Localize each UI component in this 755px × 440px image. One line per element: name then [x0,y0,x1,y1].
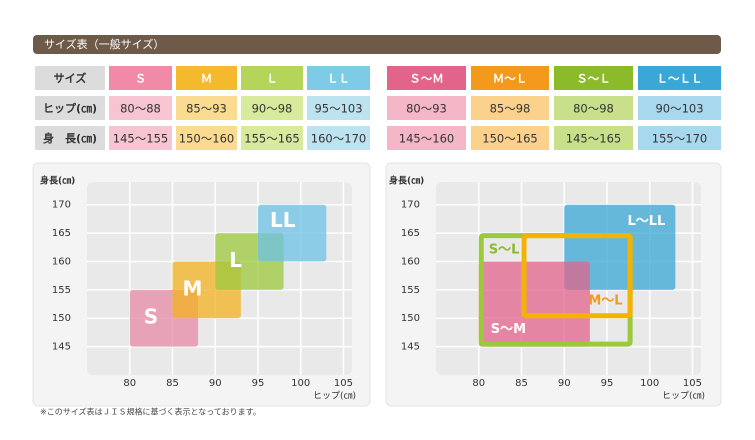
y-tick-label: 165 [401,228,420,239]
table-cell [109,96,172,120]
x-tick-label: 105 [683,378,702,389]
header-cell [554,66,633,90]
header-cell [176,66,237,90]
footnote: ※このサイズ表はＪＩＳ規格に基づく表示となっております。 [40,407,261,417]
x-tick-label: 85 [166,378,179,389]
x-axis-label: ヒップ(㎝) [662,391,705,402]
table-cell [471,126,549,150]
y-tick-label: 160 [52,256,71,267]
x-tick-label: 90 [209,378,222,389]
cell-text: 80～93 [406,102,447,116]
cell-text: 80～88 [120,102,161,116]
cell-text: ＬＬ [327,72,350,86]
size-box [521,233,633,319]
cell-text: Ｓ～Ｌ [576,72,611,86]
table-cell [387,126,466,150]
table-cell [35,126,105,150]
cell-text: Ｌ [266,72,278,86]
y-tick-label: 165 [52,228,71,239]
header-cell [35,66,105,90]
box-label: L～LL [627,214,665,229]
header-title: サイズ表（一般サイズ） [44,37,164,51]
x-tick-label: 105 [334,378,353,389]
cell-text: 80～98 [573,102,614,116]
y-axis-label: 身長(㎝) [40,175,75,187]
y-tick-label: 155 [401,285,420,296]
box-label: LL [270,208,296,232]
box-label: S～L [489,243,520,258]
x-axis-label: ヒップ(㎝) [313,391,356,402]
y-tick-label: 145 [401,342,420,353]
x-tick-label: 85 [515,378,528,389]
table-cell [387,96,466,120]
cell-text: Ｌ～ＬＬ [657,72,703,86]
x-tick-label: 100 [291,378,310,389]
cell-text: 95～103 [314,102,362,116]
box-label: S [144,305,158,329]
y-tick-label: 150 [401,313,420,324]
cell-text: 85～93 [186,102,227,116]
cell-text: サイズ [54,71,87,85]
x-tick-label: 95 [601,378,614,389]
y-tick-label: 155 [52,285,71,296]
header-cell [471,66,549,90]
size-box [257,204,327,262]
cell-text: 90～103 [655,102,703,116]
cell-text: Ｍ～Ｌ [493,72,528,86]
header-cell [307,66,370,90]
table-cell [471,96,549,120]
cell-text: 145～165 [566,132,621,146]
cell-text: 160～170 [311,132,366,146]
y-tick-label: 160 [401,256,420,267]
table-cell [176,126,237,150]
x-tick-label: 80 [472,378,485,389]
table-cell [307,96,370,120]
cell-text: Ｍ [201,72,213,86]
box-label: M～L [588,294,622,309]
table-cell [241,96,303,120]
cell-text: 150～165 [482,132,537,146]
box-label: M [182,276,202,300]
table-cell [35,96,105,120]
x-tick-label: 90 [558,378,571,389]
cell-text: 150～160 [179,132,234,146]
cell-text: 155～170 [652,132,707,146]
box-label: L [229,248,242,272]
y-axis-label: 身長(㎝) [389,175,424,187]
box-label: S～M [491,322,526,337]
cell-text: 85～98 [490,102,531,116]
cell-text: 155～165 [244,132,299,146]
size-box [564,204,676,290]
cell-text: 90～98 [252,102,293,116]
header-cell [387,66,466,90]
cell-text: 身 長(㎝) [43,131,97,145]
y-tick-label: 145 [52,342,71,353]
table-cell [109,126,172,150]
x-tick-label: 95 [252,378,265,389]
table-cell [176,96,237,120]
header-cell [241,66,303,90]
y-tick-label: 170 [52,200,71,211]
cell-text: 145～160 [399,132,454,146]
cell-text: Ｓ [135,72,147,86]
cell-text: 145～155 [113,132,168,146]
table-cell [638,96,721,120]
table-cell [554,96,633,120]
x-tick-label: 80 [123,378,136,389]
header-bar [33,35,721,54]
table-cell [638,126,721,150]
table-cell [307,126,370,150]
cell-text: ヒップ(㎝) [43,101,97,115]
cell-text: Ｓ～Ｍ [409,72,444,86]
x-tick-label: 100 [640,378,659,389]
header-cell [109,66,172,90]
header-cell [638,66,721,90]
y-tick-label: 150 [52,313,71,324]
table-cell [241,126,303,150]
size-box [478,261,590,347]
y-tick-label: 170 [401,200,420,211]
table-cell [554,126,633,150]
